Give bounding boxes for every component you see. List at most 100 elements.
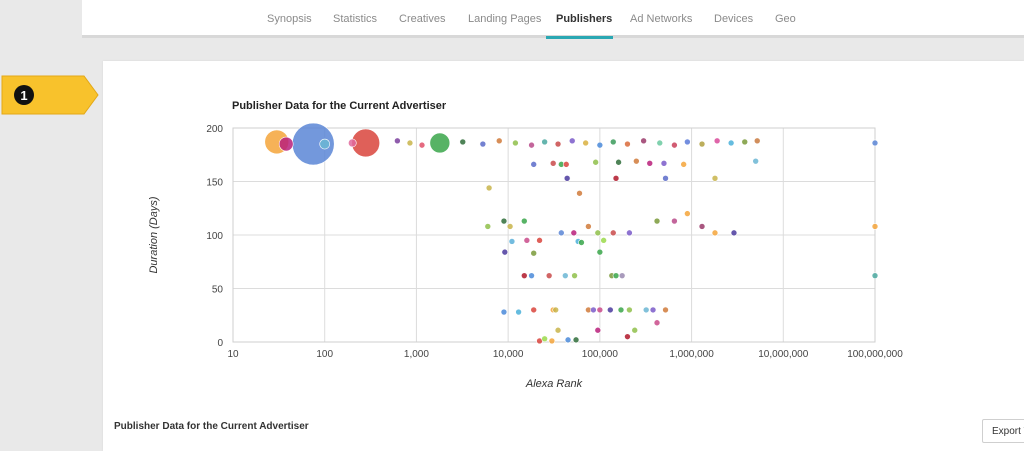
data-point[interactable] [572, 336, 580, 344]
data-point[interactable] [554, 326, 562, 334]
data-point[interactable] [698, 140, 706, 148]
data-point[interactable] [528, 141, 535, 149]
data-point[interactable] [727, 139, 735, 147]
tab-publishers[interactable]: Publishers [556, 13, 613, 25]
data-point[interactable] [562, 272, 569, 279]
data-point[interactable] [662, 174, 669, 182]
data-point[interactable] [609, 138, 617, 146]
data-point[interactable] [624, 333, 631, 340]
data-point[interactable] [501, 248, 509, 256]
data-point[interactable] [612, 272, 620, 279]
data-point[interactable] [596, 306, 604, 314]
tab-creatives[interactable]: Creatives [399, 13, 446, 25]
data-point[interactable] [594, 229, 602, 237]
data-point[interactable] [871, 139, 879, 147]
data-point[interactable] [568, 137, 576, 145]
data-point[interactable] [698, 223, 706, 230]
data-point[interactable] [640, 137, 647, 145]
data-point[interactable] [656, 139, 664, 147]
data-point[interactable] [594, 326, 602, 334]
data-point[interactable] [515, 308, 522, 316]
data-point[interactable] [495, 137, 503, 145]
data-point[interactable] [571, 272, 578, 279]
data-point[interactable] [508, 238, 516, 245]
data-point[interactable] [596, 141, 604, 149]
tab-geo[interactable]: Geo [775, 13, 796, 25]
tab-landing-pages[interactable]: Landing Pages [468, 13, 542, 25]
data-point[interactable] [418, 141, 426, 149]
data-point[interactable] [500, 217, 508, 225]
data-point[interactable] [713, 137, 721, 145]
data-point[interactable] [653, 319, 661, 327]
data-point[interactable] [600, 237, 607, 244]
data-point[interactable] [552, 306, 559, 314]
data-point[interactable] [617, 306, 625, 314]
data-point[interactable] [585, 223, 592, 230]
data-point[interactable] [541, 138, 548, 146]
data-point[interactable] [649, 306, 657, 314]
data-point[interactable] [612, 174, 620, 182]
data-point[interactable] [730, 229, 738, 237]
data-point[interactable] [662, 306, 669, 314]
data-point[interactable] [753, 137, 761, 145]
data-point[interactable] [558, 229, 565, 237]
data-point[interactable] [582, 139, 589, 147]
data-point[interactable] [523, 237, 531, 244]
data-point[interactable] [684, 138, 691, 146]
data-point[interactable] [618, 272, 626, 279]
data-point[interactable] [530, 161, 538, 168]
data-point[interactable] [615, 158, 622, 166]
data-point[interactable] [530, 249, 538, 257]
data-point[interactable] [459, 138, 467, 146]
data-point[interactable] [562, 161, 570, 168]
data-point[interactable] [530, 306, 538, 314]
data-point[interactable] [394, 137, 401, 145]
data-point[interactable] [554, 140, 562, 148]
data-point[interactable] [578, 239, 585, 246]
data-point[interactable] [871, 272, 879, 279]
data-point[interactable] [500, 308, 508, 316]
data-point[interactable] [406, 139, 414, 147]
tab-devices[interactable]: Devices [714, 13, 754, 25]
data-point[interactable] [741, 138, 749, 146]
data-point[interactable] [646, 160, 654, 167]
data-point[interactable] [590, 306, 597, 314]
data-point[interactable] [609, 229, 617, 237]
data-point[interactable] [680, 161, 687, 168]
data-point[interactable] [671, 217, 678, 225]
tab-ad-networks[interactable]: Ad Networks [630, 13, 693, 25]
data-point[interactable] [576, 189, 583, 197]
data-point[interactable] [520, 217, 528, 225]
export-button[interactable]: Export V [982, 419, 1024, 443]
data-point[interactable] [278, 136, 294, 152]
data-point[interactable] [348, 138, 357, 148]
data-point[interactable] [626, 229, 633, 237]
data-point[interactable] [660, 160, 668, 167]
data-point[interactable] [485, 184, 493, 192]
data-point[interactable] [536, 237, 543, 244]
data-point[interactable] [548, 337, 556, 345]
data-point[interactable] [570, 229, 578, 237]
data-point[interactable] [484, 223, 492, 230]
data-point[interactable] [429, 132, 451, 154]
data-point[interactable] [642, 306, 650, 314]
data-point[interactable] [871, 223, 879, 230]
data-point[interactable] [545, 272, 553, 279]
data-point[interactable] [512, 139, 519, 147]
data-point[interactable] [528, 272, 535, 279]
data-point[interactable] [506, 223, 514, 230]
data-point[interactable] [711, 174, 719, 182]
data-point[interactable] [631, 326, 639, 334]
data-point[interactable] [653, 217, 661, 225]
data-point[interactable] [633, 157, 640, 165]
data-point[interactable] [671, 141, 678, 149]
data-point[interactable] [626, 306, 633, 314]
data-point[interactable] [752, 157, 759, 165]
data-point[interactable] [564, 336, 572, 344]
data-point[interactable] [607, 306, 614, 314]
data-point[interactable] [624, 140, 631, 148]
data-point[interactable] [596, 248, 604, 256]
data-point[interactable] [541, 335, 548, 343]
data-point[interactable] [549, 160, 557, 167]
data-point[interactable] [563, 174, 571, 182]
